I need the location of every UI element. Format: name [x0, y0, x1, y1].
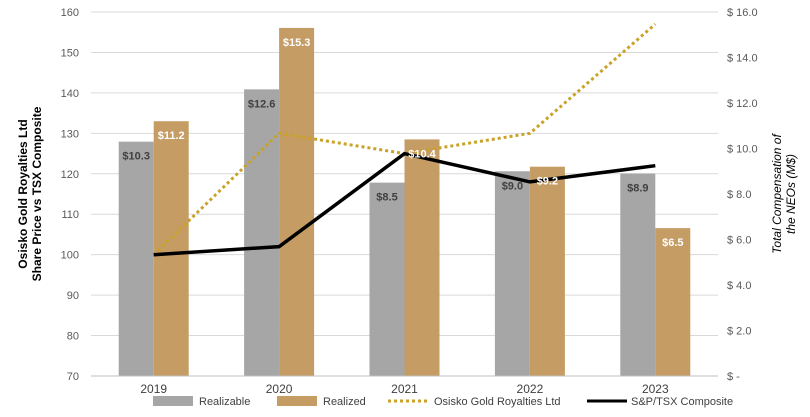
left-axis-title: Osisko Gold Royalties LtdShare Price vs … — [16, 106, 44, 281]
right-axis-title-line: Total Compensation of — [770, 133, 784, 254]
bar-value-label: $8.5 — [376, 192, 397, 204]
bar-realizable — [119, 142, 154, 376]
bar-value-label: $10.4 — [408, 148, 436, 160]
legend-label-realizable: Realizable — [199, 396, 250, 408]
left-axis-title-line: Osisko Gold Royalties Ltd — [16, 119, 30, 268]
left-tick-label: 150 — [61, 47, 79, 59]
right-tick-label: $ 6.0 — [727, 235, 751, 247]
bar-realizable — [495, 171, 530, 376]
left-tick-label: 120 — [61, 169, 79, 181]
bar-value-label: $6.5 — [662, 237, 683, 249]
left-tick-label: 140 — [61, 88, 79, 100]
bar-value-label: $15.3 — [283, 37, 311, 49]
bar-realized — [530, 167, 565, 376]
x-tick-label: 2020 — [266, 382, 293, 396]
bar-value-label: $9.2 — [537, 176, 558, 188]
legend-label-osisko-gold-royalties-ltd: Osisko Gold Royalties Ltd — [434, 396, 561, 408]
bar-value-label: $11.2 — [158, 130, 185, 142]
bar-realized — [279, 28, 314, 376]
legend-swatch-realizable — [153, 396, 193, 406]
left-tick-label: 130 — [61, 128, 79, 140]
x-tick-label: 2023 — [642, 382, 669, 396]
x-tick-label: 2021 — [391, 382, 418, 396]
left-tick-label: 90 — [67, 290, 79, 302]
x-tick-label: 2022 — [517, 382, 544, 396]
right-tick-label: $ 4.0 — [727, 280, 751, 292]
right-tick-label: $ 12.0 — [727, 98, 758, 110]
left-tick-label: 160 — [61, 7, 79, 19]
bar-value-label: $8.9 — [627, 183, 648, 195]
right-tick-label: $ 2.0 — [727, 326, 751, 338]
bar-value-label: $12.6 — [248, 98, 276, 110]
right-tick-label: $ 10.0 — [727, 144, 758, 156]
left-tick-label: 70 — [67, 371, 79, 383]
right-tick-label: $ 16.0 — [727, 7, 758, 19]
left-tick-label: 110 — [61, 209, 79, 221]
left-axis-title-line: Share Price vs TSX Composite — [30, 106, 44, 281]
right-axis-title: Total Compensation ofthe NEOs (M$) — [770, 133, 798, 254]
bar-realizable — [620, 174, 655, 376]
bar-value-label: $10.3 — [122, 151, 150, 163]
bar-realized — [405, 139, 440, 376]
right-tick-label: $ 8.0 — [727, 189, 751, 201]
legend-label-realized: Realized — [323, 396, 366, 408]
bar-realized — [655, 228, 690, 376]
right-tick-label: $ 14.0 — [727, 53, 758, 65]
bar-value-label: $9.0 — [502, 180, 523, 192]
left-tick-label: 100 — [61, 250, 79, 262]
bar-realizable — [370, 183, 405, 376]
x-tick-label: 2019 — [140, 382, 167, 396]
bars — [119, 28, 691, 376]
legend-swatch-realized — [277, 396, 317, 406]
bar-realizable — [244, 89, 279, 376]
legend-label-s-p-tsx-composite: S&P/TSX Composite — [631, 396, 733, 408]
right-axis-title-line: the NEOs (M$) — [784, 154, 798, 234]
right-tick-label: $ - — [727, 371, 740, 383]
legend: Realizable Realized Osisko Gold Royalties … — [153, 396, 733, 408]
left-tick-label: 80 — [67, 331, 79, 343]
